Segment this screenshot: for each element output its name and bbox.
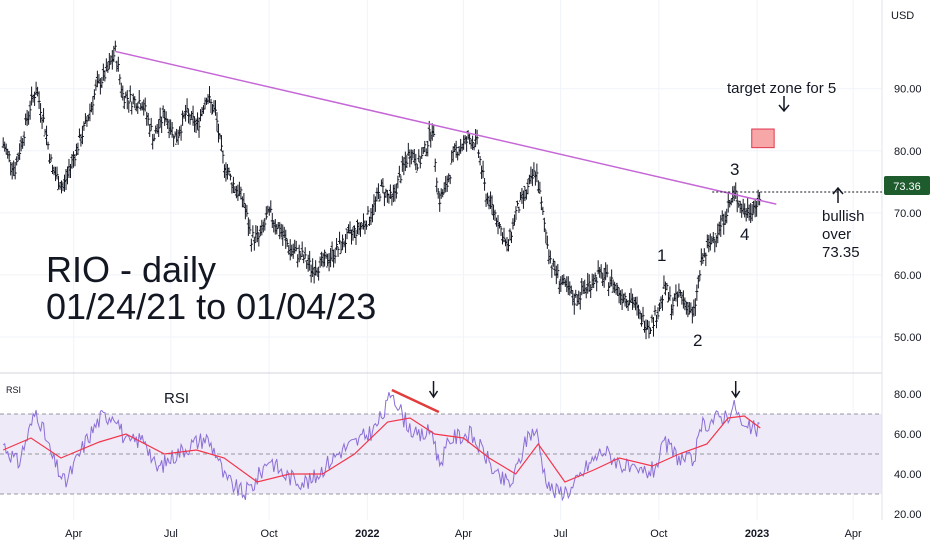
- bullish-arrow-icon: [832, 186, 844, 203]
- x-tick-label: Apr: [845, 528, 862, 540]
- rsi-grid: [0, 413, 882, 495]
- rsi-pane-label: RSI: [6, 385, 21, 395]
- rsi-annotation: RSI: [164, 390, 189, 407]
- wave-label-2: 2: [693, 331, 702, 350]
- rsi-tick-label: 80.00: [894, 389, 922, 401]
- chart-title-line2: 01/24/21 to 01/04/23: [46, 286, 376, 327]
- down-arrow-icon: [428, 381, 439, 399]
- wave-label-3: 3: [730, 160, 739, 179]
- rsi-ma-line: [2, 415, 761, 483]
- x-tick-label: Apr: [455, 528, 472, 540]
- trendline: [115, 50, 777, 205]
- price-tick-label: 60.00: [894, 270, 922, 282]
- divergence-line: [391, 388, 440, 414]
- target-zone-label: target zone for 5: [727, 80, 836, 97]
- rsi-tick-label: 40.00: [894, 469, 922, 481]
- chart-title-line1: RIO - daily: [46, 249, 216, 290]
- down-arrow-head: [731, 390, 741, 399]
- down-arrow-head: [428, 390, 439, 399]
- wave-label-4: 4: [740, 225, 749, 244]
- price-tick-label: 70.00: [894, 208, 922, 220]
- divergence-arrows: [428, 381, 741, 399]
- price-y-ticks: 50.00 60.00 70.00 80.00 90.00: [894, 84, 922, 344]
- bullish-label-1: bullish: [822, 208, 865, 225]
- price-tick-label: 80.00: [894, 146, 922, 158]
- x-tick-label: 2023: [745, 528, 769, 540]
- x-tick-label: 2022: [355, 528, 379, 540]
- rsi-y-ticks: 20.00 40.00 60.00 80.00: [894, 389, 922, 521]
- wave-label-1: 1: [657, 246, 666, 265]
- bullish-label-2: over: [822, 226, 851, 243]
- x-tick-label: Apr: [65, 528, 82, 540]
- rsi-line: [2, 392, 760, 502]
- rsi-tick-label: 60.00: [894, 429, 922, 441]
- target-zone-box: [751, 128, 775, 149]
- x-tick-label: Oct: [261, 528, 278, 540]
- target-arrow-icon: [778, 96, 790, 113]
- rsi-series: [2, 392, 761, 502]
- bullish-label-3: 73.35: [822, 244, 860, 261]
- down-arrow-icon: [731, 381, 741, 399]
- x-ticks: Apr Jul Oct 2022 Apr Jul Oct 2023 Apr: [65, 528, 862, 540]
- x-tick-label: Jul: [554, 528, 568, 540]
- price-series: [1, 40, 762, 340]
- last-price-text: 73.36: [893, 181, 921, 193]
- price-tick-label: 50.00: [894, 332, 922, 344]
- x-tick-label: Jul: [164, 528, 178, 540]
- rsi-tick-label: 20.00: [894, 509, 922, 521]
- last-price-badge: [884, 176, 930, 195]
- x-tick-label: Oct: [650, 528, 667, 540]
- price-tick-label: 90.00: [894, 84, 922, 96]
- currency-label: USD: [891, 10, 914, 22]
